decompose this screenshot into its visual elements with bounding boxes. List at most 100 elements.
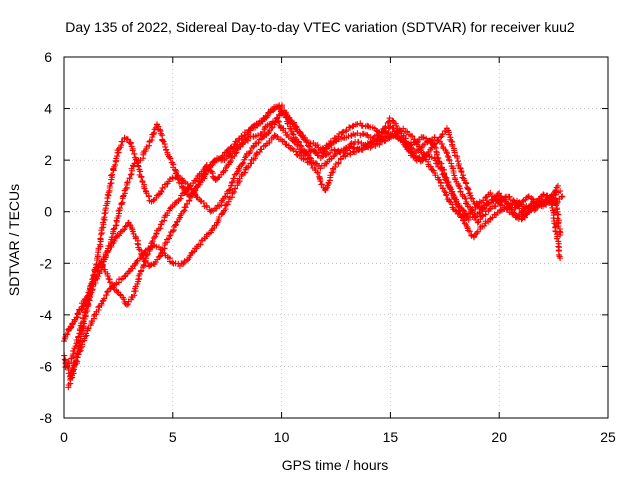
data-point (446, 185, 453, 192)
data-point (486, 206, 493, 213)
data-point (550, 215, 557, 222)
data-point (343, 126, 350, 133)
data-point (275, 118, 282, 125)
data-point (409, 133, 416, 140)
data-point (145, 193, 152, 200)
data-point (449, 188, 456, 195)
data-point (222, 167, 229, 174)
data-point (114, 147, 121, 154)
data-point (289, 145, 296, 152)
data-point (463, 180, 470, 187)
data-point (151, 129, 157, 136)
data-point (481, 222, 488, 229)
data-point (474, 219, 481, 226)
data-point (147, 262, 154, 269)
chart-title: Day 135 of 2022, Sidereal Day-to-day VTE… (65, 19, 575, 35)
data-point (532, 199, 539, 206)
data-point (294, 143, 301, 149)
data-point (211, 206, 218, 212)
y-tick-label: 6 (44, 49, 52, 65)
data-point (97, 235, 104, 242)
data-point (479, 212, 486, 219)
data-point (221, 153, 227, 159)
y-tick-label: -4 (40, 307, 53, 323)
data-point (104, 272, 111, 279)
y-tick-label: 0 (44, 204, 52, 220)
data-point (176, 263, 183, 270)
data-point (81, 309, 88, 316)
data-point (120, 193, 126, 200)
data-point (456, 185, 463, 192)
data-point (438, 141, 445, 147)
data-point (232, 185, 239, 192)
data-point (180, 208, 187, 215)
data-point (317, 178, 324, 185)
data-point (466, 228, 473, 235)
data-point (182, 204, 189, 211)
data-point (553, 235, 560, 242)
data-point (83, 330, 90, 337)
data-point (170, 228, 176, 235)
data-point (441, 188, 448, 195)
data-point (124, 179, 131, 185)
data-point (459, 206, 466, 213)
data-point (133, 259, 140, 265)
data-point (285, 115, 292, 122)
data-point (549, 204, 556, 211)
data-point (131, 150, 138, 157)
data-point (443, 192, 450, 199)
y-tick-label: -8 (40, 410, 53, 426)
data-point (108, 234, 115, 241)
data-point (125, 268, 132, 275)
data-point (231, 188, 238, 195)
data-point (207, 208, 214, 215)
data-point (85, 325, 92, 332)
data-point (327, 172, 334, 179)
data-point (308, 162, 315, 168)
data-point (240, 159, 247, 166)
data-point (118, 200, 125, 207)
data-point (167, 155, 174, 162)
data-point (103, 292, 110, 299)
data-point (109, 282, 116, 289)
data-point (287, 125, 294, 132)
axis-ticks: 0 5 10 15 20 25 -8 -6 -4 -2 0 2 4 6 (40, 49, 616, 445)
data-point (393, 122, 400, 129)
data-point (224, 201, 231, 208)
data-point (312, 148, 319, 155)
data-point (82, 333, 89, 340)
data-point (446, 131, 453, 138)
data-point (84, 301, 91, 308)
data-point (228, 154, 235, 161)
data-point (224, 147, 231, 154)
data-point (319, 153, 326, 160)
series-track-4 (61, 102, 564, 345)
data-point (554, 182, 561, 189)
y-tick-label: -6 (40, 358, 53, 374)
y-tick-label: 2 (44, 152, 52, 168)
data-point (95, 304, 102, 311)
data-point (122, 223, 129, 230)
data-point (227, 186, 233, 193)
data-point (65, 359, 72, 365)
data-point (71, 364, 78, 371)
data-point (446, 198, 453, 205)
data-point (162, 143, 169, 150)
data-point (88, 280, 95, 287)
data-point (129, 147, 136, 154)
data-point (292, 125, 299, 132)
plot-frame (63, 56, 609, 419)
data-point (155, 191, 162, 198)
data-point (319, 181, 325, 188)
data-point (555, 243, 562, 250)
data-point (510, 197, 517, 204)
data-point (335, 159, 342, 166)
data-point (399, 137, 406, 144)
data-point (107, 180, 114, 187)
data-point (367, 144, 374, 151)
data-point (115, 207, 122, 214)
data-point (518, 208, 525, 214)
data-point (274, 117, 281, 124)
data-point (152, 233, 159, 240)
x-tick-label: 0 (60, 429, 68, 445)
